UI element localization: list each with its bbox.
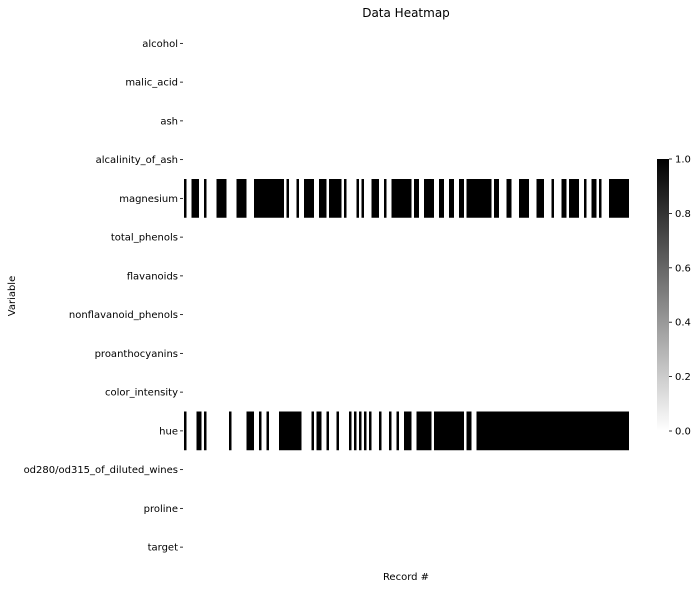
- x-axis-label: Record #: [383, 572, 429, 583]
- heatmap-cell-hue: [229, 412, 232, 451]
- heatmap-cell-magnesium: [384, 179, 387, 218]
- colorbar-ticks: 0.0 0.2 0.4 0.6 0.8 1.0: [669, 155, 691, 438]
- heatmap-cell-hue: [267, 412, 270, 451]
- colorbar-tick-label: 0.0: [675, 427, 691, 438]
- colorbar-tick-label: 0.6: [675, 263, 691, 274]
- heatmap-cell-hue: [434, 412, 437, 451]
- heatmap-cell-magnesium: [467, 179, 492, 218]
- row-label-hue: hue: [159, 426, 178, 437]
- row-label-od280-od315-of-diluted-wines: od280/od315_of_diluted_wines: [24, 465, 178, 476]
- heatmap-cell-magnesium: [552, 179, 555, 218]
- heatmap-cell-magnesium: [217, 179, 227, 218]
- heatmap-cell-magnesium: [599, 179, 602, 218]
- heatmap-cell-magnesium: [584, 179, 587, 218]
- chart-title: Data Heatmap: [362, 6, 450, 20]
- heatmap-cells: [184, 179, 629, 450]
- heatmap-cell-hue: [279, 412, 302, 451]
- heatmap-cell-magnesium: [344, 179, 347, 218]
- colorbar-tick-label: 0.8: [675, 209, 691, 220]
- row-label-alcohol: alcohol: [142, 39, 178, 50]
- heatmap-cell-magnesium: [439, 179, 444, 218]
- row-label-malic-acid: malic_acid: [125, 78, 178, 89]
- heatmap-cell-hue: [404, 412, 409, 451]
- row-label-color-intensity: color_intensity: [105, 388, 178, 399]
- heatmap-cell-magnesium: [507, 179, 512, 218]
- heatmap-cell-magnesium: [609, 179, 629, 218]
- row-label-proanthocyanins: proanthocyanins: [95, 349, 178, 360]
- heatmap-cell-hue: [337, 412, 340, 451]
- heatmap-cell-magnesium: [494, 179, 499, 218]
- heatmap-cell-hue: [379, 412, 382, 451]
- heatmap-cell-magnesium: [184, 179, 187, 218]
- row-label-flavanoids: flavanoids: [127, 271, 178, 282]
- row-label-total-phenols: total_phenols: [111, 233, 178, 244]
- heatmap-cell-hue: [409, 412, 412, 451]
- heatmap-cell-hue: [204, 412, 207, 451]
- colorbar-tick-label: 0.2: [675, 372, 691, 383]
- heatmap-cell-hue: [417, 412, 425, 451]
- row-label-target: target: [148, 543, 178, 554]
- heatmap-cell-hue: [389, 412, 392, 451]
- heatmap-cell-magnesium: [362, 179, 365, 218]
- heatmap-cell-hue: [259, 412, 262, 451]
- heatmap-cell-magnesium: [562, 179, 567, 218]
- row-label-ash: ash: [160, 116, 178, 127]
- heatmap-cell-hue: [369, 412, 372, 451]
- heatmap-cell-magnesium: [237, 179, 247, 218]
- heatmap-cell-hue: [327, 412, 330, 451]
- heatmap-cell-magnesium: [297, 179, 300, 218]
- heatmap-cell-magnesium: [304, 179, 314, 218]
- row-label-proline: proline: [144, 504, 178, 515]
- heatmap-cell-hue: [397, 412, 400, 451]
- y-axis-label: Variable: [7, 276, 18, 317]
- heatmap-cell-magnesium: [569, 179, 579, 218]
- heatmap-cell-magnesium: [424, 179, 434, 218]
- colorbar-tick-label: 1.0: [675, 155, 691, 166]
- heatmap-cell-hue: [359, 412, 362, 451]
- colorbar: 0.0 0.2 0.4 0.6 0.8 1.0: [657, 155, 691, 438]
- colorbar-gradient: [657, 159, 669, 431]
- heatmap-cell-hue: [437, 412, 465, 451]
- heatmap-cell-magnesium: [254, 179, 284, 218]
- row-label-alcalinity-of-ash: alcalinity_of_ash: [96, 155, 178, 166]
- colorbar-tick-label: 0.4: [675, 318, 691, 329]
- heatmap-cell-magnesium: [204, 179, 207, 218]
- heatmap-cell-magnesium: [592, 179, 597, 218]
- heatmap-cell-magnesium: [192, 179, 200, 218]
- heatmap-cell-magnesium: [287, 179, 290, 218]
- heatmap-cell-hue: [424, 412, 432, 451]
- heatmap-cell-hue: [364, 412, 367, 451]
- heatmap-cell-hue: [312, 412, 315, 451]
- heatmap-cell-hue: [477, 412, 630, 451]
- row-label-nonflavanoid-phenols: nonflavanoid_phenols: [69, 310, 178, 321]
- heatmap-cell-magnesium: [357, 179, 360, 218]
- heatmap-cell-hue: [317, 412, 322, 451]
- heatmap-cell-magnesium: [449, 179, 454, 218]
- heatmap-cell-magnesium: [329, 179, 342, 218]
- heatmap-cell-hue: [184, 412, 187, 451]
- heatmap-cell-hue: [349, 412, 352, 451]
- heatmap-cell-magnesium: [414, 179, 419, 218]
- heatmap-cell-hue: [354, 412, 357, 451]
- heatmap-cell-hue: [247, 412, 255, 451]
- heatmap-cell-magnesium: [459, 179, 464, 218]
- heatmap-cell-magnesium: [392, 179, 412, 218]
- heatmap-cell-magnesium: [319, 179, 327, 218]
- heatmap-cell-magnesium: [519, 179, 529, 218]
- row-label-magnesium: magnesium: [119, 194, 178, 205]
- heatmap-cell-hue: [467, 412, 472, 451]
- heatmap-cell-magnesium: [537, 179, 545, 218]
- heatmap-cell-magnesium: [372, 179, 380, 218]
- heatmap-cell-hue: [197, 412, 202, 451]
